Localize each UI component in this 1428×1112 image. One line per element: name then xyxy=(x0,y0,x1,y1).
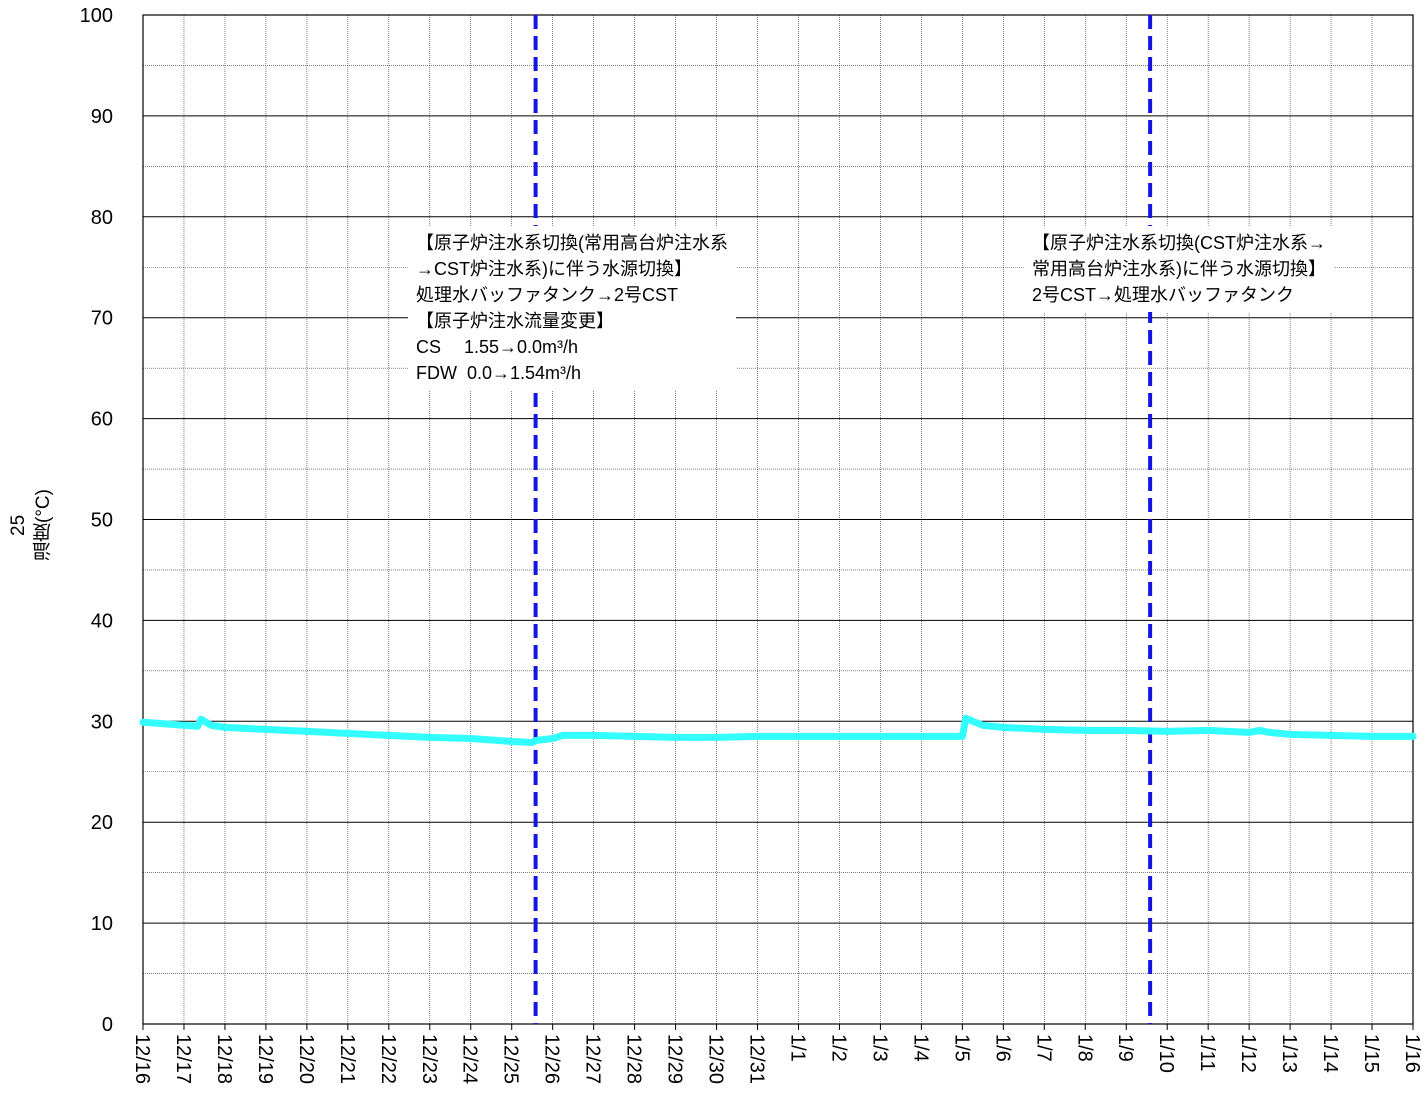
x-tick-label: 12/26 xyxy=(541,1034,563,1084)
y-tick-label: 0 xyxy=(102,1014,113,1036)
x-tick-label: 12/17 xyxy=(172,1034,194,1084)
y-tick-label: 10 xyxy=(91,913,113,935)
y-axis-label-line-2: 温度(°C) xyxy=(33,489,54,561)
y-tick-label: 70 xyxy=(91,308,113,330)
x-tick-label: 12/22 xyxy=(377,1034,399,1084)
x-tick-label: 12/30 xyxy=(705,1034,727,1084)
y-axis-label-line-1: 25 xyxy=(8,514,29,536)
x-tick-label: 12/29 xyxy=(664,1034,686,1084)
x-tick-label: 12/31 xyxy=(746,1034,768,1084)
y-tick-label: 20 xyxy=(91,812,113,834)
x-tick-label: 1/1 xyxy=(786,1034,808,1062)
x-tick-label: 12/16 xyxy=(131,1034,153,1084)
x-tick-label: 1/8 xyxy=(1073,1034,1095,1062)
y-tick-label: 30 xyxy=(91,711,113,733)
y-tick-label: 100 xyxy=(80,5,113,27)
x-tick-label: 1/7 xyxy=(1032,1034,1054,1062)
x-tick-label: 12/25 xyxy=(500,1034,522,1084)
y-tick-label: 40 xyxy=(91,610,113,632)
x-tick-label: 12/27 xyxy=(582,1034,604,1084)
x-tick-label: 12/21 xyxy=(336,1034,358,1084)
x-tick-label: 1/12 xyxy=(1237,1034,1259,1073)
x-tick-label: 1/16 xyxy=(1401,1034,1423,1073)
x-tick-label: 12/18 xyxy=(213,1034,235,1084)
annotation-switch-to-high-tank: 【原子炉注水系切換(CST炉注水系→ 常用高台炉注水系)に伴う水源切換】 2号C… xyxy=(1024,226,1334,312)
y-tick-label: 90 xyxy=(91,106,113,128)
x-tick-label: 1/4 xyxy=(909,1034,931,1062)
x-tick-label: 1/11 xyxy=(1196,1034,1218,1071)
x-tick-label: 12/24 xyxy=(459,1034,481,1084)
plot-border xyxy=(142,14,1414,1025)
x-tick-label: 1/15 xyxy=(1360,1034,1382,1073)
x-tick-label: 1/13 xyxy=(1278,1034,1300,1073)
y-tick-label: 50 xyxy=(91,510,113,532)
y-tick-label: 80 xyxy=(91,207,113,229)
x-tick-label: 12/19 xyxy=(254,1034,276,1084)
x-tick-label: 12/28 xyxy=(623,1034,645,1084)
x-tick-label: 1/10 xyxy=(1155,1034,1177,1073)
series-line xyxy=(139,714,1417,746)
x-tick-label: 1/3 xyxy=(868,1034,890,1062)
x-tick-label: 12/23 xyxy=(418,1034,440,1084)
y-axis-label: 25 温度(°C) xyxy=(8,470,60,580)
x-tick-label: 1/6 xyxy=(991,1034,1013,1062)
annotation-switch-to-cst: 【原子炉注水系切換(常用高台炉注水系 →CST炉注水系)に伴う水源切換】 処理水… xyxy=(408,226,736,390)
y-tick-label: 60 xyxy=(91,409,113,431)
x-tick-label: 1/5 xyxy=(950,1034,972,1062)
x-tick-label: 1/2 xyxy=(827,1034,849,1062)
x-tick-label: 1/9 xyxy=(1114,1034,1136,1062)
x-tick-label: 1/14 xyxy=(1319,1034,1341,1073)
x-tick-label: 12/20 xyxy=(295,1034,317,1084)
